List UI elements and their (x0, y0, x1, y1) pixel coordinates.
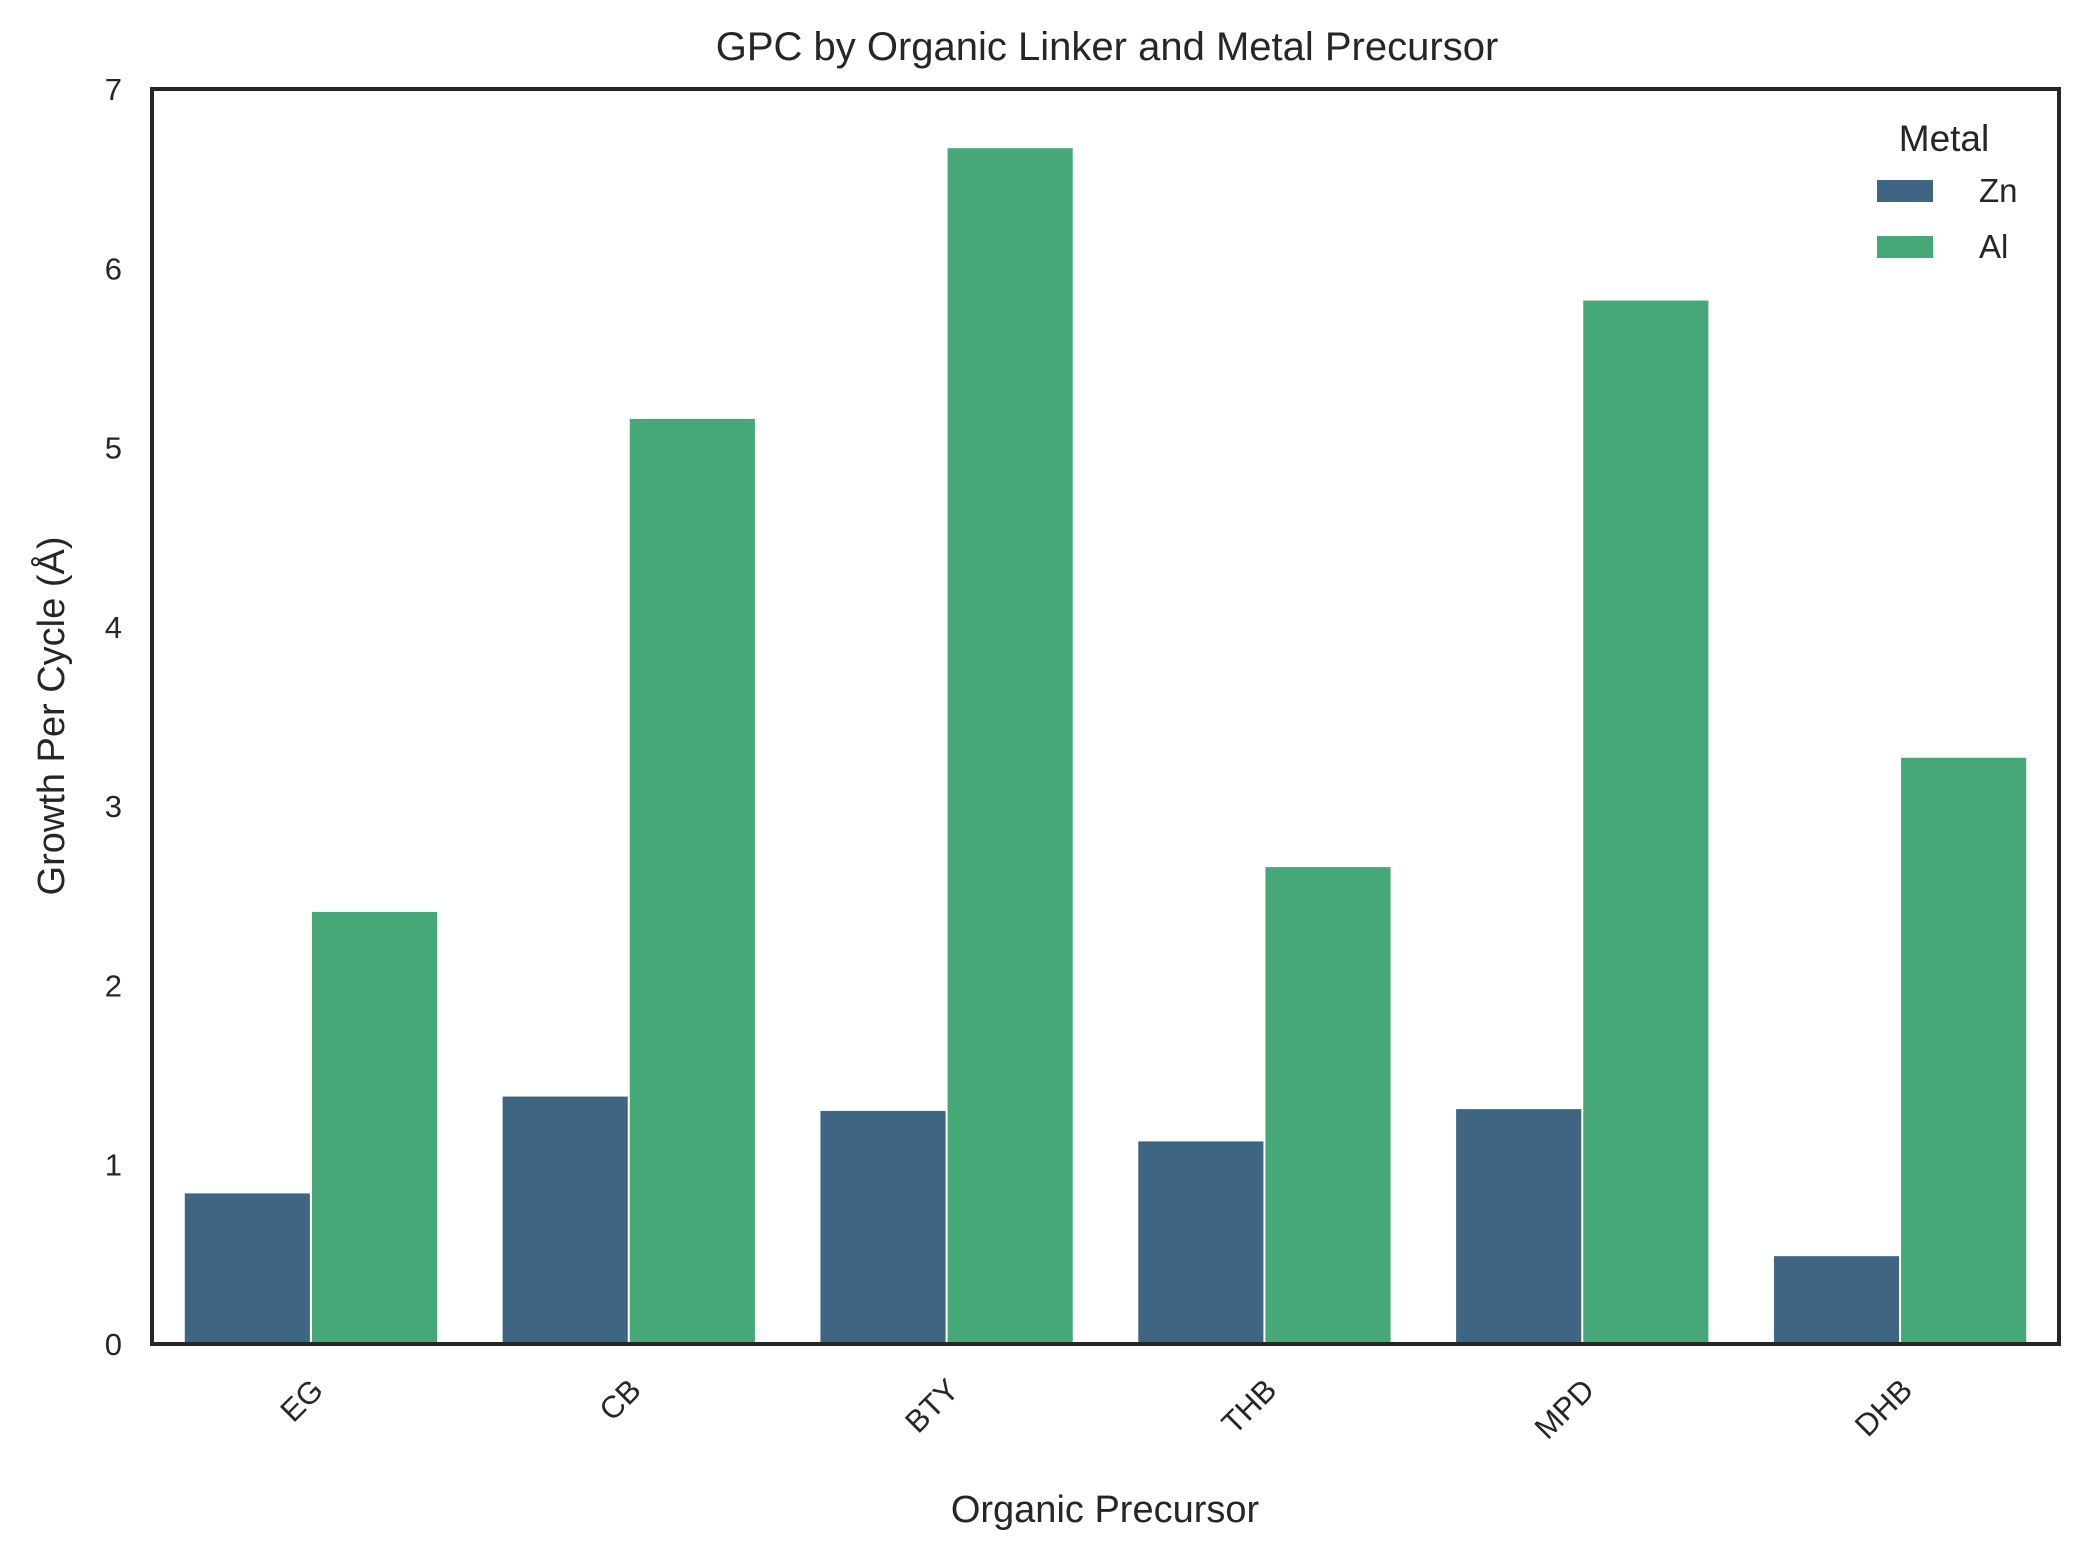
bar-zn-dhb (1773, 1256, 1900, 1344)
legend-swatch-zn (1877, 180, 1933, 202)
y-tick-label: 3 (105, 789, 122, 824)
y-axis-ticks: 0 1 2 3 4 5 6 7 (105, 72, 122, 1362)
y-tick-label: 1 (105, 1148, 122, 1183)
y-tick-label: 4 (105, 610, 122, 645)
y-tick-label: 0 (105, 1327, 122, 1362)
bar-zn-eg (184, 1193, 310, 1344)
legend-title: Metal (1899, 118, 1989, 159)
y-axis-label: Growth Per Cycle (Å) (29, 537, 73, 896)
bar-zn-cb (502, 1096, 628, 1344)
x-axis-label: Organic Precursor (951, 1489, 1260, 1531)
bar-zn-thb (1138, 1141, 1264, 1344)
y-tick-label: 2 (105, 968, 122, 1003)
legend-items: Zn Al (1877, 172, 2018, 265)
bar-al-bty (947, 148, 1073, 1344)
bar-al-mpd (1583, 300, 1709, 1344)
legend-label-al: Al (1979, 228, 2008, 265)
bars-layer (184, 148, 2027, 1344)
bar-al-dhb (1901, 757, 2027, 1344)
y-tick-label: 7 (105, 72, 122, 107)
bar-zn-bty (820, 1110, 946, 1344)
chart-title: GPC by Organic Linker and Metal Precurso… (716, 25, 1499, 69)
legend-swatch-al (1877, 236, 1933, 258)
bar-al-thb (1265, 867, 1391, 1344)
y-tick-label: 5 (105, 431, 122, 466)
legend[interactable]: Metal Zn Al (1877, 118, 2018, 265)
bar-zn-mpd (1456, 1109, 1582, 1344)
bar-al-cb (629, 418, 755, 1344)
plot-frame (150, 87, 2061, 1346)
legend-label-zn: Zn (1979, 172, 2018, 209)
bar-al-eg (311, 911, 438, 1344)
y-tick-label: 6 (105, 251, 122, 286)
